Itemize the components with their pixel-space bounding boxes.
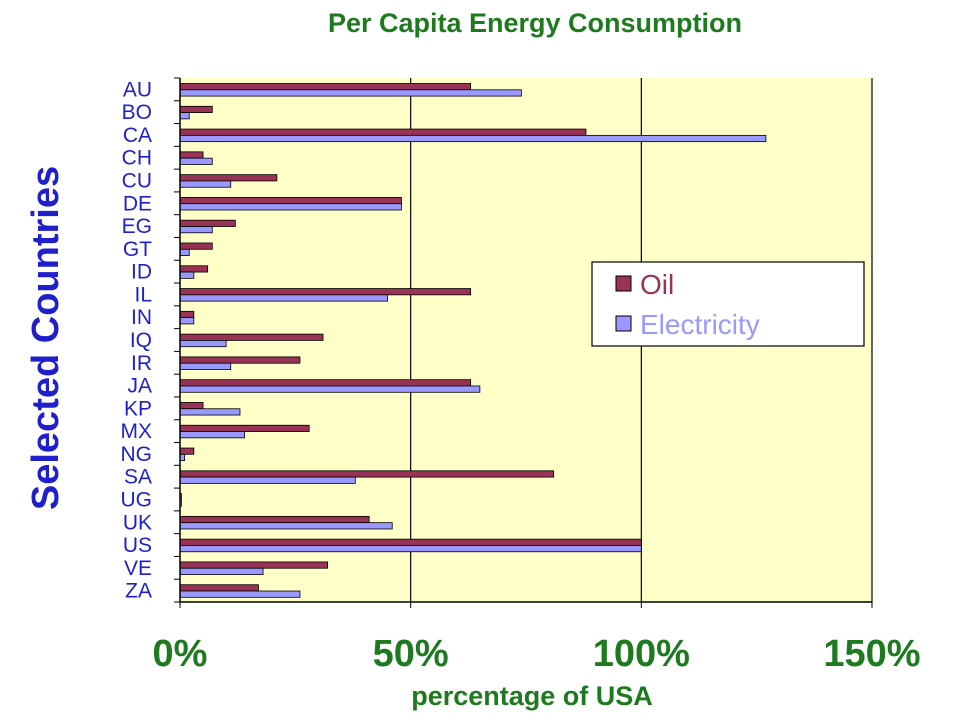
bar-oil-DE <box>179 197 402 205</box>
x-tick-label-1: 50% <box>373 633 449 675</box>
bar-oil-GT <box>179 242 213 250</box>
bar-electricity-IN <box>179 317 195 325</box>
bar-oil-IQ <box>179 333 324 341</box>
bar-oil-BO <box>179 105 213 113</box>
category-label-SA: SA <box>124 466 152 489</box>
bar-oil-US <box>179 538 642 546</box>
legend-swatch-electricity <box>615 315 632 332</box>
bar-oil-SA <box>179 470 555 478</box>
x-axis-label: percentage of USA <box>411 681 653 711</box>
bar-oil-IL <box>179 288 472 296</box>
bar-electricity-VE <box>179 567 264 575</box>
bar-electricity-GT <box>179 248 190 256</box>
bar-electricity-MX <box>179 431 245 439</box>
bar-oil-MX <box>179 424 310 432</box>
bar-oil-NG <box>179 447 195 455</box>
category-label-IN: IN <box>131 306 152 329</box>
category-label-VE: VE <box>124 557 152 580</box>
bar-electricity-EG <box>179 226 213 234</box>
category-label-JA: JA <box>127 375 152 398</box>
bar-electricity-DE <box>179 203 402 211</box>
bar-electricity-CU <box>179 180 232 188</box>
x-tick-labels: 0% 50% 100% 150% <box>153 633 921 675</box>
bar-oil-CA <box>179 128 587 136</box>
bar-oil-ID <box>179 265 209 273</box>
bar-electricity-ID <box>179 271 195 279</box>
bar-oil-VE <box>179 561 329 569</box>
bar-electricity-KP <box>179 408 241 416</box>
bar-oil-IN <box>179 310 195 319</box>
bar-electricity-IQ <box>179 340 227 348</box>
bar-oil-CU <box>179 174 278 182</box>
category-label-GT: GT <box>123 238 152 261</box>
category-label-EG: EG <box>122 215 152 238</box>
category-label-MX: MX <box>121 420 153 443</box>
legend-label-electricity: Electricity <box>640 309 760 340</box>
category-labels: AUBOCACHCUDEEGGTIDILINIQIRJAKPMXNGSAUGUK… <box>121 78 153 602</box>
category-label-IQ: IQ <box>130 329 152 352</box>
bar-electricity-IL <box>179 294 389 302</box>
bar-electricity-SA <box>179 476 356 484</box>
category-label-NG: NG <box>121 443 153 466</box>
category-label-ID: ID <box>131 261 152 284</box>
category-label-IR: IR <box>131 352 152 375</box>
bar-oil-JA <box>179 379 472 387</box>
x-tick-label-0: 0% <box>153 633 208 675</box>
axes <box>174 77 873 608</box>
bar-electricity-CH <box>179 157 213 165</box>
bar-electricity-UK <box>179 522 393 530</box>
x-tick-label-3: 150% <box>823 633 920 675</box>
bar-oil-AU <box>179 83 472 91</box>
y-axis-label: Selected Countries <box>25 166 67 510</box>
category-label-ZA: ZA <box>125 580 152 603</box>
category-label-DE: DE <box>123 192 152 215</box>
category-label-CH: CH <box>122 147 152 170</box>
bar-electricity-CA <box>179 134 767 143</box>
legend-label-oil: Oil <box>640 269 674 300</box>
x-tick-label-2: 100% <box>593 633 690 675</box>
bar-electricity-IR <box>179 362 232 370</box>
bar-oil-UK <box>179 515 370 524</box>
bar-electricity-US <box>179 545 642 553</box>
bar-oil-IR <box>179 356 301 364</box>
bar-oil-CH <box>179 151 204 159</box>
bar-oil-EG <box>179 219 236 227</box>
bar-electricity-ZA <box>179 590 301 598</box>
category-label-KP: KP <box>124 397 152 420</box>
category-label-UG: UG <box>121 488 153 511</box>
legend-swatch-oil <box>615 275 632 292</box>
category-label-US: US <box>123 534 152 557</box>
bar-electricity-AU <box>179 89 522 97</box>
category-label-BO: BO <box>122 101 152 124</box>
category-label-CA: CA <box>123 124 152 147</box>
category-label-IL: IL <box>134 283 152 306</box>
category-label-UK: UK <box>123 511 152 534</box>
bar-oil-KP <box>179 402 204 410</box>
bar-oil-ZA <box>179 584 259 592</box>
bar-electricity-BO <box>179 112 190 120</box>
legend-box <box>591 261 865 347</box>
chart-title: Per Capita Energy Consumption <box>327 8 743 38</box>
bar-electricity-JA <box>179 385 481 393</box>
legend: Oil Electricity <box>591 261 865 347</box>
category-label-CU: CU <box>122 170 152 193</box>
category-label-AU: AU <box>123 78 152 101</box>
